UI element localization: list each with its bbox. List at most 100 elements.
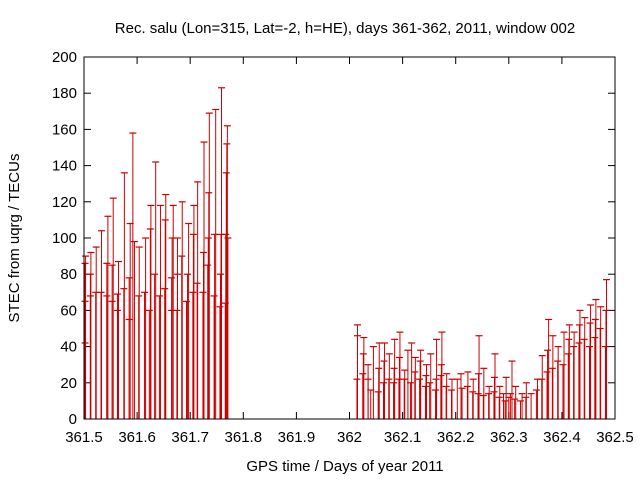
data-point — [152, 161, 160, 419]
x-tick-label: 362.5 — [596, 429, 634, 446]
data-point — [565, 324, 573, 419]
data-point — [218, 87, 226, 419]
data-point — [223, 143, 231, 419]
data-point — [416, 378, 424, 419]
data-point — [115, 260, 123, 419]
data-point — [437, 374, 445, 419]
data-point — [211, 233, 219, 419]
data-point — [501, 400, 509, 419]
data-point — [527, 393, 535, 419]
data-point — [564, 353, 572, 419]
data-point — [161, 288, 169, 419]
data-point — [380, 360, 388, 419]
data-point — [155, 295, 163, 419]
data-point — [396, 331, 404, 419]
data-point — [458, 387, 466, 419]
data-point — [375, 342, 383, 419]
data-point — [560, 331, 568, 419]
data-point — [538, 378, 546, 419]
data-point — [81, 262, 89, 419]
data-point — [135, 246, 143, 419]
data-point — [544, 349, 552, 419]
data-point — [586, 322, 594, 419]
data-point — [86, 273, 94, 419]
data-point — [427, 353, 435, 419]
data-point — [479, 394, 487, 419]
data-point — [407, 382, 415, 419]
data-point — [533, 378, 541, 419]
data-point — [474, 393, 482, 419]
data-point — [480, 367, 488, 419]
data-point — [360, 336, 368, 419]
data-point — [185, 222, 193, 419]
data-point — [570, 331, 578, 419]
data-point — [205, 112, 213, 419]
data-point — [400, 378, 408, 419]
data-point — [549, 335, 557, 419]
chart-title: Rec. salu (Lon=315, Lat=-2, h=HE), days … — [115, 20, 575, 37]
x-tick-label: 362.4 — [543, 429, 581, 446]
data-point — [426, 382, 434, 419]
data-point — [432, 389, 440, 419]
x-tick-label: 362 — [337, 429, 362, 446]
data-point — [92, 246, 100, 419]
data-point — [496, 385, 504, 419]
data-point — [511, 398, 519, 419]
data-point — [591, 318, 599, 419]
data-point — [385, 353, 393, 419]
data-point — [200, 141, 208, 419]
data-point — [554, 346, 562, 419]
data-point — [204, 264, 212, 419]
data-point — [130, 241, 138, 419]
data-point — [374, 391, 382, 419]
data-point — [223, 125, 231, 419]
data-point — [570, 346, 578, 419]
data-point — [575, 324, 583, 419]
data-point — [522, 396, 530, 419]
data-point — [162, 193, 170, 419]
data-point — [587, 304, 595, 419]
data-point — [98, 230, 106, 419]
data-point — [385, 378, 393, 419]
y-tick-label: 160 — [52, 121, 77, 138]
data-point — [129, 132, 137, 419]
data-point — [421, 385, 429, 419]
data-point — [359, 353, 367, 419]
data-point — [522, 382, 530, 419]
data-point — [161, 219, 169, 419]
data-point — [602, 309, 610, 419]
data-point — [82, 255, 90, 419]
data-point — [437, 364, 445, 419]
data-point — [395, 378, 403, 419]
data-point — [411, 356, 419, 419]
y-tick-label: 180 — [52, 85, 77, 102]
y-tick-label: 40 — [60, 339, 77, 356]
data-point — [502, 376, 510, 419]
data-point — [104, 215, 112, 419]
data-point — [212, 108, 220, 419]
data-point — [151, 273, 159, 419]
data-point — [113, 293, 121, 419]
data-point — [194, 181, 202, 419]
data-point — [156, 204, 164, 419]
data-point — [120, 172, 128, 419]
data-point — [457, 373, 465, 419]
data-point — [199, 251, 207, 419]
data-point — [438, 331, 446, 419]
data-point — [453, 378, 461, 419]
data-point — [404, 349, 412, 419]
data-point — [422, 364, 430, 419]
data-point — [189, 291, 197, 419]
data-point — [103, 262, 111, 419]
data-point — [391, 338, 399, 419]
data-point — [518, 393, 526, 419]
x-tick-label: 362.3 — [490, 429, 528, 446]
data-point — [189, 233, 197, 419]
data-point — [565, 338, 573, 419]
data-point — [379, 382, 387, 419]
data-point — [512, 385, 520, 419]
data-point — [173, 237, 181, 419]
data-point — [586, 346, 594, 419]
x-tick-label: 361.9 — [278, 429, 316, 446]
